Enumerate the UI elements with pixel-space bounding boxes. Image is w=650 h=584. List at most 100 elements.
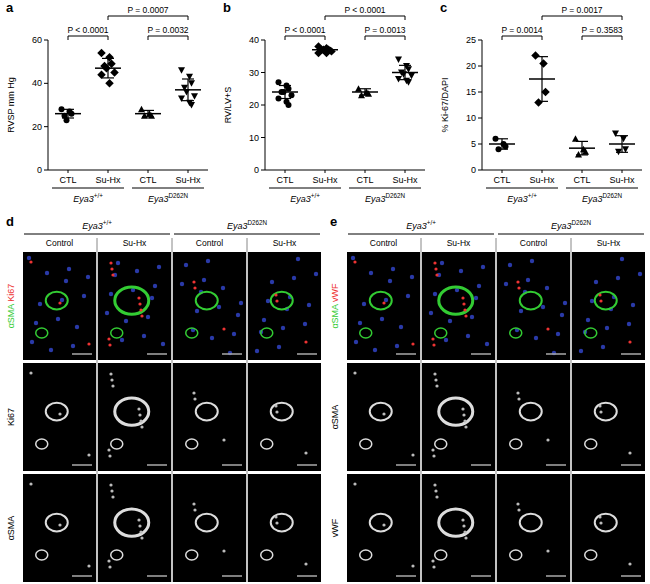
vessel <box>196 514 218 532</box>
significance-bracket <box>582 36 622 40</box>
signal-dot <box>275 521 278 524</box>
vessel <box>435 439 447 449</box>
nucleus <box>142 334 146 338</box>
x-tick-label: Su-Hx <box>95 175 121 185</box>
data-point <box>322 49 330 57</box>
nucleus <box>150 296 154 300</box>
x-tick-label: CTL <box>139 175 156 185</box>
nucleus <box>109 292 113 296</box>
signal-dot <box>598 515 601 518</box>
y-tick-label: 0 <box>254 165 259 175</box>
signal-dot <box>599 410 602 413</box>
allele: +/+ <box>427 219 436 226</box>
scale-bar <box>72 575 92 577</box>
signal-dot <box>139 308 142 311</box>
y-tick <box>478 92 482 93</box>
stain-name: vWF <box>330 283 340 304</box>
micrograph <box>248 363 321 471</box>
data-point <box>286 86 292 92</box>
signal-dot <box>193 508 196 511</box>
gene-name: Eya3 <box>290 194 311 204</box>
nucleus <box>236 313 240 317</box>
nucleus <box>180 282 184 286</box>
data-point <box>534 98 542 106</box>
signal-dot <box>29 482 32 485</box>
y-tick <box>261 72 265 73</box>
vessel <box>520 403 542 421</box>
nucleus <box>631 303 635 307</box>
gene-name: Eya3 <box>507 194 528 204</box>
signal-dot <box>546 438 549 441</box>
micrograph <box>422 363 495 471</box>
data-point <box>355 85 362 92</box>
signal-dot <box>192 502 195 505</box>
vessel <box>186 328 198 338</box>
stain-name: αSMA <box>6 516 16 541</box>
x-tick-label: Su-Hx <box>312 175 338 185</box>
y-tick <box>261 170 265 171</box>
significance-bracket <box>285 36 325 40</box>
column-divider <box>421 238 422 582</box>
data-point <box>358 92 365 99</box>
y-tick-label: 20 <box>32 122 42 132</box>
nucleus <box>292 276 296 280</box>
y-axis-label: RVSP mm Hg <box>6 77 16 133</box>
condition-label: Control <box>370 238 398 248</box>
allele: D262N <box>385 192 405 199</box>
signal-dot <box>431 559 434 562</box>
p-value: P = 0.0017 <box>561 5 602 15</box>
scale-bar <box>546 575 566 577</box>
vessel <box>111 550 123 560</box>
data-point <box>539 59 547 67</box>
nucleus <box>262 318 266 322</box>
condition-label: Su-Hx <box>273 238 297 248</box>
y-tick-label: 40 <box>249 35 259 45</box>
signal-dot <box>110 378 113 381</box>
nucleus <box>34 321 38 325</box>
signal-dot <box>353 260 356 263</box>
y-tick <box>261 105 265 106</box>
nucleus <box>49 348 53 352</box>
data-point <box>575 151 582 158</box>
column-divider <box>496 238 497 582</box>
header-line <box>24 234 170 235</box>
signal-dot <box>137 407 140 410</box>
micrograph <box>98 363 171 471</box>
signal-dot <box>107 337 110 340</box>
p-value: P = 0.0013 <box>364 25 405 35</box>
data-group <box>489 51 635 157</box>
nucleus <box>202 278 206 282</box>
micrograph <box>248 474 321 582</box>
data-point <box>148 112 155 119</box>
gene-name: Eya3 <box>406 221 427 231</box>
y-tick-label: 5 <box>471 139 476 149</box>
data-point <box>69 111 75 117</box>
x-tick <box>582 170 583 173</box>
y-tick <box>478 40 482 41</box>
vessel <box>111 439 123 449</box>
micrograph <box>347 474 420 582</box>
vessel <box>196 292 218 310</box>
nucleus <box>395 344 399 348</box>
micrograph <box>98 474 171 582</box>
scale-bar <box>72 353 92 355</box>
vessel <box>595 403 617 421</box>
group-bracket <box>132 188 204 189</box>
allele: +/+ <box>94 192 103 199</box>
scale-bar <box>297 575 317 577</box>
nucleus <box>594 280 598 284</box>
data-point <box>531 51 539 59</box>
row-label: αSMA vWF <box>330 283 340 329</box>
nucleus <box>64 279 68 283</box>
vessel <box>111 328 123 338</box>
x-tick-label: CTL <box>573 175 590 185</box>
signal-dot <box>275 410 278 413</box>
y-tick <box>478 144 482 145</box>
x-axis <box>48 170 208 171</box>
gene-name: Eya3 <box>148 194 169 204</box>
nucleus <box>399 325 403 329</box>
panel-letter: d <box>6 214 14 229</box>
micrograph <box>422 252 495 360</box>
nucleus <box>433 292 437 296</box>
nucleus <box>146 315 150 319</box>
